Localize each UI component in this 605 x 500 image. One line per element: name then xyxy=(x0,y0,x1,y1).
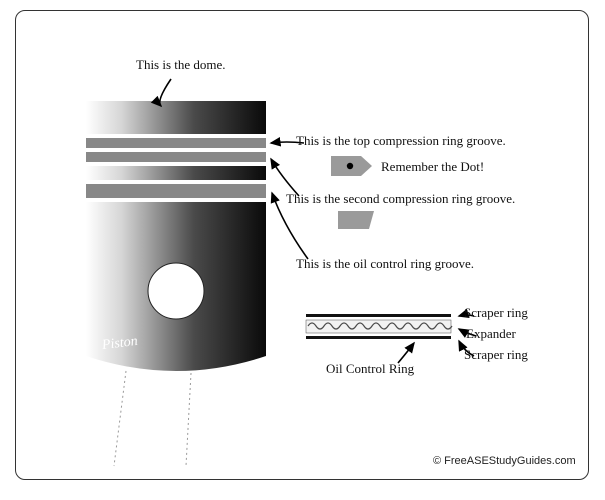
label-scraper-bottom: Scraper ring xyxy=(464,347,528,363)
diagram-frame: This is the dome. This is the top compre… xyxy=(15,10,589,480)
label-scraper-top: Scraper ring xyxy=(464,305,528,321)
label-oil-groove: This is the oil control ring groove. xyxy=(296,256,474,272)
piston xyxy=(86,101,266,466)
dot-ring-icon xyxy=(331,156,372,176)
label-second-ring: This is the second compression ring groo… xyxy=(286,191,515,207)
oil-control-ring-detail xyxy=(306,314,452,339)
diagram-svg xyxy=(16,11,588,479)
label-expander: Expander xyxy=(466,326,516,342)
credit: © FreeASEStudyGuides.com xyxy=(433,455,576,467)
second-ring-icon xyxy=(338,211,374,229)
label-dome: This is the dome. xyxy=(136,57,226,73)
label-remember: Remember the Dot! xyxy=(381,159,484,175)
label-oil-control: Oil Control Ring xyxy=(326,361,414,377)
label-top-ring: This is the top compression ring groove. xyxy=(296,133,506,149)
